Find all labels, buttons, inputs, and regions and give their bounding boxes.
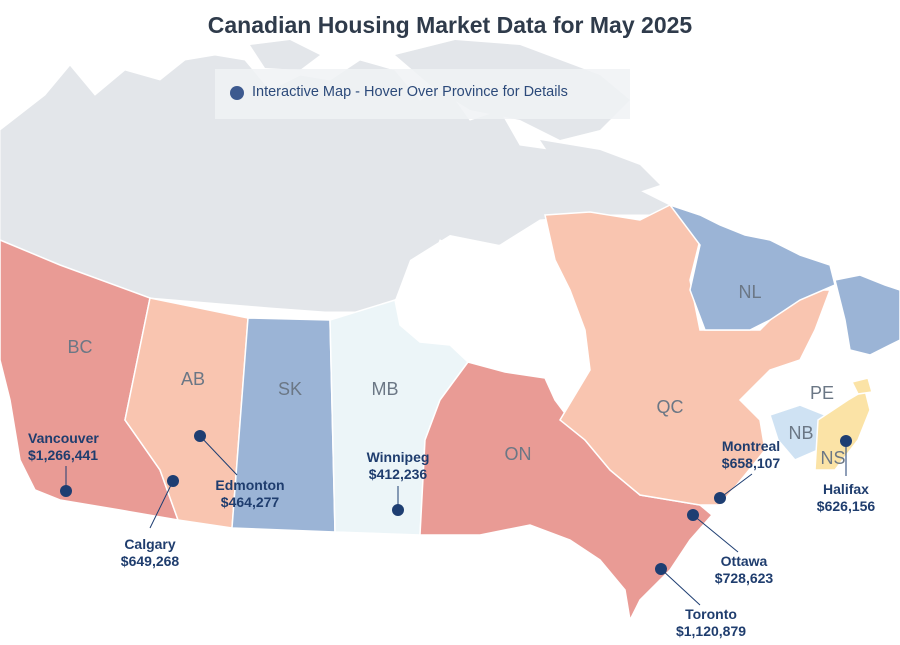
- city-price: $626,156: [817, 498, 876, 514]
- legend-dot-icon: [230, 86, 244, 100]
- city-price: $1,120,879: [676, 623, 746, 639]
- city-calgary[interactable]: Calgary $649,268: [121, 475, 180, 569]
- label-mb: MB: [372, 379, 399, 399]
- gulf-st-lawrence: [760, 360, 845, 405]
- label-bc: BC: [67, 337, 92, 357]
- city-toronto[interactable]: Toronto $1,120,879: [655, 563, 746, 639]
- leader-line: [149, 480, 174, 529]
- city-ottawa[interactable]: Ottawa $728,623: [687, 509, 773, 586]
- map-legend: Interactive Map - Hover Over Province fo…: [215, 69, 630, 119]
- label-sk: SK: [278, 379, 302, 399]
- city-name: Vancouver: [28, 430, 99, 446]
- city-marker[interactable]: [167, 475, 179, 487]
- city-name: Edmonton: [215, 477, 284, 493]
- city-marker[interactable]: [655, 563, 667, 575]
- city-name: Montreal: [722, 438, 780, 454]
- city-marker[interactable]: [840, 435, 852, 447]
- city-name: Ottawa: [721, 553, 768, 569]
- city-name: Winnipeg: [367, 449, 430, 465]
- label-on: ON: [505, 444, 532, 464]
- label-qc: QC: [657, 397, 684, 417]
- city-marker[interactable]: [194, 430, 206, 442]
- arctic-island: [455, 160, 505, 210]
- label-ns: NS: [820, 448, 845, 468]
- label-nl: NL: [738, 282, 761, 302]
- city-name: Calgary: [124, 536, 176, 552]
- province-nl-island[interactable]: [834, 274, 900, 356]
- hudson-bay: [395, 235, 590, 400]
- city-vancouver[interactable]: Vancouver $1,266,441: [28, 430, 99, 497]
- city-name: Toronto: [685, 606, 737, 622]
- city-marker[interactable]: [60, 485, 72, 497]
- city-marker[interactable]: [714, 492, 726, 504]
- city-edmonton[interactable]: Edmonton $464,277: [194, 430, 285, 510]
- city-price: $1,266,441: [28, 447, 98, 463]
- city-montreal[interactable]: Montreal $658,107: [714, 438, 780, 504]
- arctic-island: [540, 140, 660, 195]
- city-marker[interactable]: [687, 509, 699, 521]
- province-nl-labrador[interactable]: [667, 203, 836, 331]
- arctic-island: [250, 40, 320, 70]
- city-halifax[interactable]: Halifax $626,156: [817, 435, 876, 514]
- city-price: $464,277: [221, 494, 280, 510]
- city-price: $649,268: [121, 553, 180, 569]
- city-marker[interactable]: [392, 504, 404, 516]
- label-pe: PE: [810, 383, 834, 403]
- leader-line: [199, 435, 238, 476]
- province-ns[interactable]: [814, 388, 871, 471]
- city-price: $412,236: [369, 466, 428, 482]
- province-pe[interactable]: [850, 377, 873, 395]
- page-title: Canadian Housing Market Data for May 202…: [207, 12, 693, 38]
- city-name: Halifax: [823, 481, 869, 497]
- label-nb: NB: [788, 423, 813, 443]
- leader-line: [692, 514, 739, 553]
- leader-line: [719, 473, 753, 499]
- city-price: $728,623: [715, 570, 774, 586]
- label-ab: AB: [181, 369, 205, 389]
- city-price: $658,107: [722, 455, 781, 471]
- leader-line: [660, 568, 701, 606]
- city-winnipeg[interactable]: Winnipeg $412,236: [367, 449, 430, 516]
- legend-text: Interactive Map - Hover Over Province fo…: [252, 84, 568, 100]
